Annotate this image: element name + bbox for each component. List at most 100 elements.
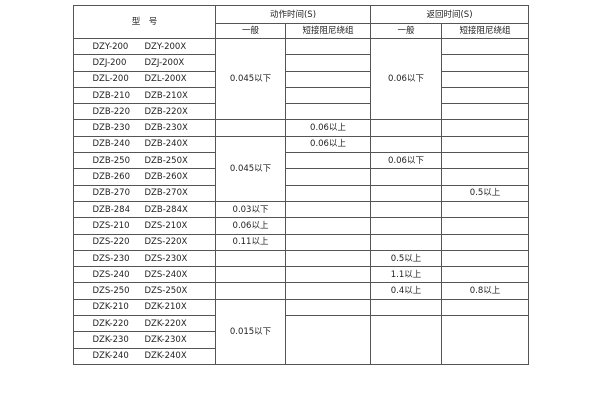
model-a: DZS-210 [92, 220, 130, 231]
model-cell: DZJ-200 DZJ-200X [73, 54, 216, 72]
table-row: DZS-210 DZS-210X 0.06以上 [73, 217, 529, 235]
act-short-cell [285, 266, 371, 284]
model-cell: DZK-230 DZK-230X [73, 331, 216, 349]
ret-short-cell [441, 298, 529, 317]
model-b: DZB-284X [144, 204, 188, 215]
model-a: DZK-220 [92, 318, 129, 329]
table-row: DZY-200 DZY-200X 0.045以下 0.06以下 [73, 37, 529, 121]
model-a: DZS-240 [92, 269, 130, 280]
table-row: DZK-210 DZK-210X 0.015以下 [73, 298, 529, 365]
model-cell: DZS-250 DZS-250X [73, 282, 216, 300]
model-a: DZB-260 [92, 172, 131, 183]
model-a: DZB-284 [92, 204, 131, 215]
model-b: DZB-230X [144, 123, 188, 134]
act-short-cell [285, 54, 371, 72]
ret-short-cell [441, 200, 529, 219]
ret-general-cell: 0.06以下 [370, 152, 442, 170]
model-cell: DZK-240 DZK-240X [73, 347, 216, 365]
ret-short-cell [441, 266, 529, 284]
act-general-cell: 0.015以下 [215, 298, 286, 365]
ret-general-cell [370, 200, 442, 219]
table-row: DZB-250 DZB-250X 0.06以下 [73, 152, 529, 170]
ret-short-cell [441, 233, 529, 251]
header-action-time: 动作时间(S) [215, 5, 371, 24]
ret-short-cell [441, 103, 529, 121]
act-short-cell [285, 233, 371, 251]
model-cell: DZB-240 DZB-240X [73, 135, 216, 154]
model-cell: DZB-250 DZB-250X [73, 152, 216, 170]
act-short-cell [285, 315, 371, 365]
act-short-cell [285, 282, 371, 300]
table-row: DZB-230 DZB-230X 0.06以上 [73, 119, 529, 137]
table-row: DZB-260 DZB-260X [73, 168, 529, 186]
model-b: DZS-240X [144, 269, 188, 280]
ret-general-cell [370, 135, 442, 154]
table-row: DZK-240 DZK-240X [73, 347, 529, 365]
model-a: DZB-230 [92, 123, 131, 134]
act-general-cell [215, 266, 286, 284]
model-a: DZB-210 [92, 90, 131, 101]
model-a: DZK-230 [92, 334, 129, 345]
ret-general-cell [370, 119, 442, 137]
ret-general-cell: 0.5以上 [370, 249, 442, 268]
model-b: DZB-270X [144, 188, 188, 199]
act-general-cell: 0.03以下 [215, 200, 286, 219]
act-short-cell [285, 168, 371, 186]
table-row: DZS-220 DZS-220X 0.11以上 [73, 233, 529, 251]
subheader-return-short: 短接阻尼绕组 [441, 23, 529, 39]
model-cell: DZS-240 DZS-240X [73, 266, 216, 284]
table-row: DZB-210 DZB-210X [73, 86, 529, 105]
ret-general-cell [370, 298, 442, 317]
model-b: DZS-230X [144, 253, 188, 264]
model-b: DZS-250X [144, 286, 188, 297]
model-a: DZJ-200 [92, 57, 127, 68]
model-b: DZK-210X [144, 302, 187, 313]
table-row: DZB-220 DZB-220X [73, 103, 529, 121]
ret-short-cell [441, 168, 529, 186]
ret-general-cell: 1.1以上 [370, 266, 442, 284]
model-b: DZJ-200X [144, 57, 185, 68]
table-row: DZB-284 DZB-284X 0.03以下 [73, 200, 529, 219]
model-b: DZS-210X [144, 220, 188, 231]
table-row: DZS-250 DZS-250X 0.4以上 0.8以上 [73, 282, 529, 300]
model-b: DZK-240X [144, 351, 187, 362]
ret-short-cell [441, 135, 529, 154]
model-b: DZB-260X [144, 172, 188, 183]
header-model: 型 号 [73, 5, 216, 39]
model-b: DZB-240X [144, 139, 188, 150]
act-short-cell [285, 298, 371, 317]
model-cell: DZY-200 DZY-200X [73, 37, 216, 56]
act-general-cell: 0.045以下 [215, 37, 286, 121]
model-cell: DZB-260 DZB-260X [73, 168, 216, 186]
ret-short-cell: 0.5以上 [441, 184, 529, 202]
act-general-cell: 0.045以下 [215, 135, 286, 202]
model-b: DZL-200X [144, 74, 187, 85]
ret-short-cell: 0.8以上 [441, 282, 529, 300]
ret-short-cell [441, 37, 529, 56]
act-short-cell [285, 152, 371, 170]
model-cell: DZS-220 DZS-220X [73, 233, 216, 251]
act-general-cell [215, 119, 286, 137]
act-general-cell: 0.06以上 [215, 217, 286, 235]
ret-short-cell [441, 315, 529, 365]
model-cell: DZL-200 DZL-200X [73, 70, 216, 88]
act-short-cell [285, 184, 371, 202]
model-cell: DZK-210 DZK-210X [73, 298, 216, 317]
act-short-cell: 0.06以上 [285, 119, 371, 137]
table-row: DZB-270 DZB-270X 0.5以上 [73, 184, 529, 202]
ret-short-cell [441, 70, 529, 88]
ret-general-cell [370, 168, 442, 186]
table-row: DZS-240 DZS-240X 1.1以上 [73, 266, 529, 284]
act-short-cell [285, 200, 371, 219]
model-a: DZB-220 [92, 106, 131, 117]
model-cell: DZB-210 DZB-210X [73, 86, 216, 105]
act-short-cell [285, 249, 371, 268]
act-short-cell [285, 103, 371, 121]
model-a: DZY-200 [92, 41, 129, 52]
header-return-time: 返回时间(S) [370, 5, 529, 24]
act-general-cell [215, 282, 286, 300]
table-row: DZS-230 DZS-230X 0.5以上 [73, 249, 529, 268]
ret-short-cell [441, 249, 529, 268]
model-cell: DZB-284 DZB-284X [73, 200, 216, 219]
subheader-action-short: 短接阻尼绕组 [285, 23, 371, 39]
